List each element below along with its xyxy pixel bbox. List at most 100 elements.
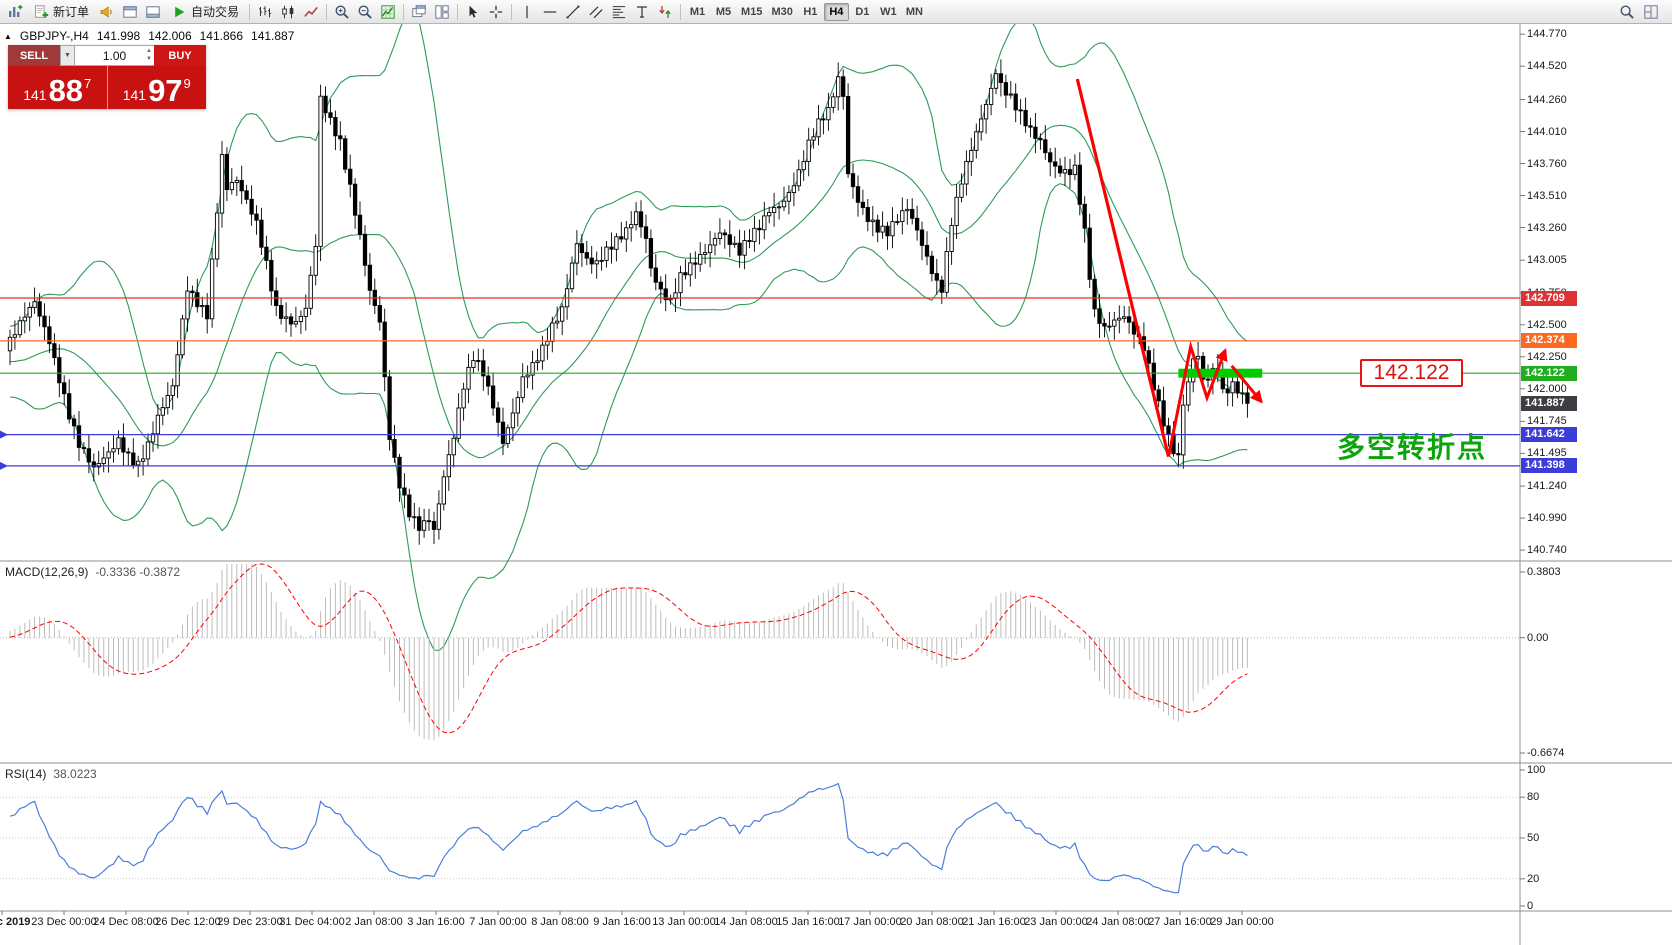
zoom-in-button[interactable]	[331, 2, 353, 22]
terminal-icon	[146, 5, 160, 18]
timeframe-button-m30[interactable]: M30	[771, 5, 793, 18]
fibo-icon	[612, 5, 626, 18]
one-click-trading-panel: SELL ▼ 1.00 ▲ ▼ BUY 141 88 7 141 97 9	[8, 45, 206, 109]
time-axis-label: 13 Jan 00:00	[652, 916, 716, 928]
time-axis-label: 27 Jan 16:00	[1148, 916, 1212, 928]
window-layout-button[interactable]	[1640, 2, 1662, 22]
rsi-scale-label: 0	[1527, 900, 1534, 912]
cascade-windows-button[interactable]	[408, 2, 430, 22]
sell-button[interactable]: SELL	[8, 45, 60, 66]
cursor-icon	[469, 5, 478, 18]
timeframe-button-m5[interactable]: M5	[715, 5, 732, 18]
sell-price-sup: 7	[84, 76, 92, 91]
price-axis-label: 141.240	[1527, 480, 1567, 493]
one-click-toggle-icon[interactable]: ▲	[4, 31, 12, 41]
trend-line-annotation[interactable]	[1075, 78, 1171, 457]
toolbar-separator	[326, 3, 328, 20]
line-anchor-marker[interactable]	[0, 430, 8, 439]
volume-spinner[interactable]: ▲ ▼	[146, 47, 152, 63]
market-watch-button[interactable]	[119, 2, 141, 22]
timeframe-button-h1[interactable]: H1	[803, 5, 818, 18]
timeframe-button-w1[interactable]: W1	[880, 5, 897, 18]
support-zone-bar[interactable]	[1178, 368, 1263, 378]
axis-ticks	[1, 33, 1525, 915]
price-axis-label: 143.260	[1527, 221, 1567, 234]
volume-input[interactable]: 1.00 ▲ ▼	[75, 45, 154, 66]
price-tag: 142.122	[1521, 365, 1577, 381]
macd-name: MACD(12,26,9)	[5, 565, 89, 579]
price-axis-label: 144.520	[1527, 60, 1567, 73]
line-chart-button[interactable]	[300, 2, 322, 22]
tile-windows-button[interactable]	[431, 2, 453, 22]
turning-point-label[interactable]: 多空转折点	[1337, 432, 1488, 463]
buy-button[interactable]: BUY	[154, 45, 206, 66]
bull-candles	[7, 73, 1245, 531]
price-tag: 142.374	[1521, 333, 1577, 349]
candlestick-button[interactable]	[277, 2, 299, 22]
magnifier-button[interactable]	[1616, 2, 1638, 22]
time-axis-label: 9 Jan 16:00	[593, 916, 651, 928]
zigzag-arrow-annotation[interactable]	[1167, 340, 1228, 457]
buy-price-sup: 9	[183, 76, 191, 91]
macd-indicator-label: MACD(12,26,9) -0.3336 -0.3872	[5, 565, 180, 579]
line-anchor-marker[interactable]	[0, 461, 8, 470]
indicators-button[interactable]	[377, 2, 399, 22]
arrow-tools-button[interactable]	[654, 2, 676, 22]
timeframe-button-h4[interactable]: H4	[823, 2, 849, 21]
arrows-icon	[659, 5, 671, 18]
spinner-down-icon[interactable]: ▼	[146, 56, 152, 62]
text-icon	[637, 5, 648, 18]
crosshair-button[interactable]	[485, 2, 507, 22]
panel-separators[interactable]	[0, 24, 1672, 945]
timeframe-button-m1[interactable]: M1	[689, 5, 706, 18]
text-label-button[interactable]	[631, 2, 653, 22]
trendline-button[interactable]	[562, 2, 584, 22]
rsi-scale-label: 20	[1527, 872, 1540, 885]
price-axis-label: 144.770	[1527, 28, 1567, 41]
terminal-button[interactable]	[142, 2, 164, 22]
ohlc-bars-button[interactable]	[254, 2, 276, 22]
vertical-line-button[interactable]	[516, 2, 538, 22]
search-icon	[1620, 4, 1634, 19]
alert-button[interactable]	[96, 2, 118, 22]
hline-icon	[543, 10, 557, 13]
order-plus-icon	[35, 4, 49, 18]
time-axis-label: 17 Jan 00:00	[838, 916, 902, 928]
new-order-button[interactable]: 新订单	[27, 2, 95, 22]
rsi-scale-label: 50	[1527, 832, 1540, 844]
toolbar-separator	[680, 3, 682, 20]
macd-scale-label: -0.6674	[1527, 747, 1565, 759]
price-annotation-box[interactable]: 142.122	[1360, 359, 1463, 387]
sell-price-button[interactable]: 141 88 7	[8, 66, 107, 109]
bar-low-value: 141.866	[199, 29, 244, 43]
channel-button[interactable]	[585, 2, 607, 22]
new-chart-button[interactable]	[4, 2, 26, 22]
down-arrow-annotation[interactable]	[1230, 364, 1263, 404]
cascade-icon	[412, 4, 426, 17]
horizontal-line-button[interactable]	[539, 2, 561, 22]
auto-trading-button[interactable]: 自动交易	[165, 2, 245, 22]
time-axis-label: 8 Jan 08:00	[531, 916, 589, 928]
time-axis-label: 9 Dec 2019	[0, 916, 31, 928]
zoom-out-button[interactable]	[354, 2, 376, 22]
volume-dropdown-button[interactable]: ▼	[60, 45, 75, 66]
cursor-button[interactable]	[462, 2, 484, 22]
candles-icon	[282, 5, 294, 18]
new-order-button-label: 新订单	[53, 5, 90, 19]
spinner-up-icon[interactable]: ▲	[146, 48, 152, 54]
timeframe-button-m15[interactable]: M15	[741, 5, 763, 18]
price-axis-label: 143.510	[1527, 189, 1567, 202]
macd-scale-label: 0.3803	[1527, 566, 1561, 578]
chart-symbol-period: GBPJPY-,H4	[19, 29, 89, 43]
macd-histogram	[9, 564, 1248, 741]
buy-price-button[interactable]: 141 97 9	[108, 66, 207, 109]
timeframe-button-d1[interactable]: D1	[855, 5, 870, 18]
rsi-indicator-label: RSI(14) 38.0223	[5, 767, 97, 781]
time-axis-label: 23 Dec 00:00	[31, 916, 97, 928]
fibonacci-button[interactable]	[608, 2, 630, 22]
bar-open-value: 141.998	[96, 29, 141, 43]
timeframe-button-mn[interactable]: MN	[905, 5, 923, 18]
zoom-in-icon	[335, 4, 349, 19]
